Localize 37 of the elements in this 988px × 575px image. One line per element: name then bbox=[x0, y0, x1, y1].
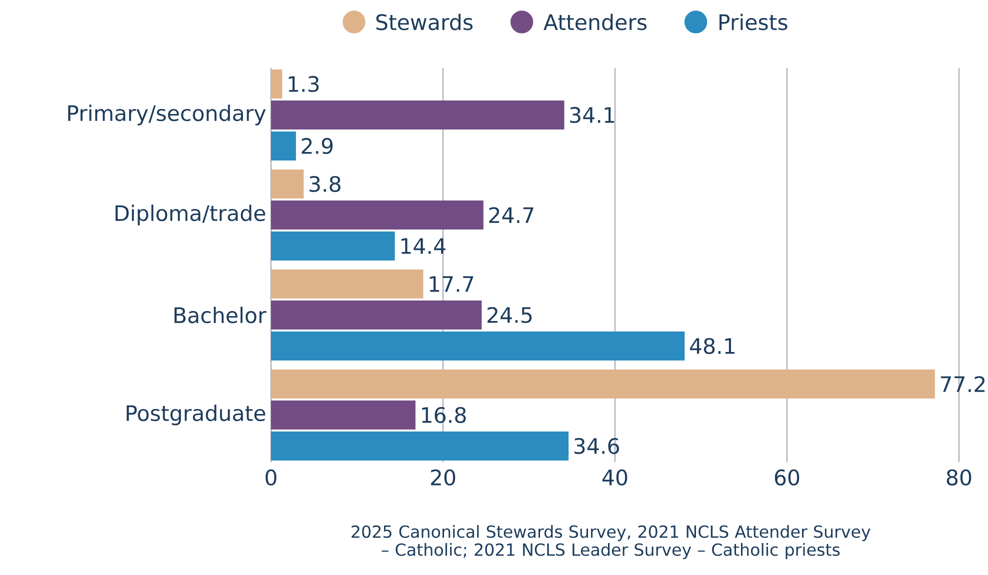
data-label: 48.1 bbox=[690, 338, 734, 354]
y-tick-label: Bachelor bbox=[174, 306, 266, 324]
data-label: 2.9 bbox=[302, 138, 333, 154]
data-label: 17.7 bbox=[430, 276, 474, 292]
legend-label: Priests bbox=[720, 14, 788, 30]
x-tick-label: 0 bbox=[266, 469, 276, 486]
data-label: 24.7 bbox=[489, 207, 534, 223]
legend-label: Attenders bbox=[544, 14, 647, 30]
data-label: 14.4 bbox=[401, 238, 446, 254]
bar bbox=[271, 332, 685, 360]
x-tick-label: 20 bbox=[430, 469, 456, 486]
bar bbox=[271, 132, 296, 160]
data-label: 34.1 bbox=[570, 106, 614, 124]
text: 2025 Canonical Stewards Survey, 2021 NCLS Attender Survey – Catholic; 2021 NCLS Leader Survey – Catholic priests bbox=[352, 525, 870, 560]
data-label: 34.6 bbox=[574, 438, 619, 454]
x-tick-label: 60 bbox=[774, 469, 800, 486]
data-label: 1.3 bbox=[288, 76, 319, 92]
data-label: 77.2 bbox=[940, 376, 985, 392]
bar bbox=[271, 432, 569, 461]
y-tick-label: Primary/secondary bbox=[68, 104, 266, 126]
bar bbox=[271, 300, 482, 330]
x-tick-label: 40 bbox=[602, 469, 628, 486]
x-tick-label: 80 bbox=[946, 469, 972, 486]
bar bbox=[271, 400, 416, 430]
bar bbox=[271, 232, 395, 261]
bar bbox=[271, 270, 424, 299]
y-tick-label: Diploma/trade bbox=[116, 204, 266, 226]
y-tick-label: Postgraduate bbox=[126, 404, 266, 426]
bar bbox=[271, 100, 564, 130]
data-label: 24.5 bbox=[488, 306, 532, 324]
legend-label: Stewards bbox=[376, 14, 473, 30]
bar bbox=[271, 70, 282, 99]
bar bbox=[271, 200, 484, 230]
data-label: 3.8 bbox=[310, 176, 340, 192]
bar bbox=[271, 170, 304, 198]
bar bbox=[271, 370, 935, 399]
data-label: 16.8 bbox=[422, 406, 466, 424]
